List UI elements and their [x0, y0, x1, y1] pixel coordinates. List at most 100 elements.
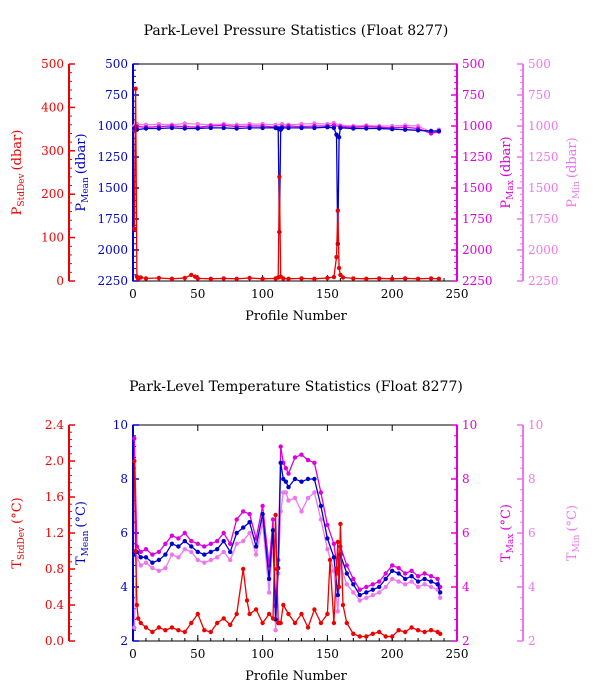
temperature-min-data-point	[150, 565, 155, 571]
temperature-max-data-point	[143, 547, 149, 552]
temperature-mean-data-point	[370, 587, 375, 592]
pressure-mean-tick-label: 1250	[97, 150, 128, 164]
temperature-sd-data-point	[438, 631, 443, 636]
temperature-sd-data-point	[163, 628, 168, 633]
temperature-sd-tick-label: 2.0	[45, 454, 64, 468]
temperature-min-data-point	[364, 595, 369, 600]
temperature-min-data-point	[428, 584, 434, 590]
temperature-max-data-point	[415, 574, 421, 579]
pressure-sd-data-point	[156, 275, 162, 281]
temperature-mean-data-point	[318, 503, 324, 509]
temperature-max-data-point	[364, 584, 369, 590]
temperature-min-data-point	[325, 547, 330, 552]
pressure-sd-data-point	[247, 275, 252, 281]
temperature-sd-data-point	[150, 629, 155, 635]
pressure-max-tick-label: 1750	[462, 212, 493, 226]
temperature-mean-data-point	[202, 552, 207, 557]
temperature-sd-data-point	[156, 625, 162, 630]
temperature-min-data-point	[396, 579, 401, 584]
pressure-mean-tick-label: 1750	[97, 212, 128, 226]
temperature-sd-data-point	[169, 625, 175, 630]
temperature-max-tick-label: 6	[462, 526, 470, 540]
pressure-min-axis-label: PMin (dbar)	[565, 137, 582, 207]
temperature-mean-data-point	[278, 460, 283, 465]
temperature-mean-data-point	[396, 571, 401, 576]
temperature-sd-data-point	[338, 521, 343, 527]
pressure-sd-tick-label: 0	[56, 274, 64, 288]
temperature-sd-data-point	[292, 620, 298, 626]
temperature-max-data-point	[390, 563, 395, 568]
temperature-sd-data-point	[195, 611, 200, 617]
temperature-panel: Park-Level Temperature Statistics (Float…	[10, 379, 582, 684]
temperature-min-data-point	[138, 563, 143, 568]
pressure-mean-data-point	[208, 125, 213, 131]
pressure-min-tick-label: 1500	[528, 181, 559, 195]
temperature-mean-data-point	[253, 544, 259, 549]
pressure-min-tick-label: 2250	[528, 274, 559, 288]
pressure-sd-data-point	[334, 254, 339, 260]
temperature-sd-data-point	[138, 620, 143, 626]
temperature-max-data-point	[215, 538, 220, 544]
temperature-sd-data-point	[305, 625, 311, 630]
pressure-mean-data-point	[260, 125, 265, 131]
pressure-x-tick-label: 100	[251, 287, 274, 301]
temperature-min-data-point	[422, 582, 427, 587]
temperature-sd-data-point	[270, 616, 276, 621]
temperature-sd-data-point	[281, 602, 286, 608]
temperature-mean-tick-label: 6	[120, 526, 128, 540]
temperature-max-axis-label-main: T	[499, 553, 514, 562]
pressure-x-tick-label: 250	[446, 287, 469, 301]
pressure-mean-data-point	[331, 125, 337, 131]
temperature-mean-data-point	[270, 528, 276, 533]
temperature-sd-tick-label: 0.0	[45, 634, 64, 648]
pressure-sd-data-point	[335, 208, 340, 213]
temperature-mean-data-point	[383, 576, 388, 582]
temperature-sd-data-point	[331, 620, 337, 626]
temperature-sd-data-point	[189, 620, 194, 626]
pressure-mean-data-point	[415, 128, 421, 133]
temperature-sd-data-point	[336, 584, 342, 590]
temperature-min-data-point	[305, 495, 311, 501]
temperature-sd-data-point	[415, 628, 421, 633]
pressure-sd-data-point	[281, 276, 286, 281]
temperature-max-data-point	[331, 541, 337, 546]
pressure-mean-data-point	[182, 126, 187, 131]
temperature-sd-axis-label-unit: (°C)	[10, 497, 25, 524]
temperature-max-data-point	[435, 576, 440, 582]
pressure-max-axis-label-unit: (dbar)	[499, 136, 514, 177]
temperature-max-tick-label: 8	[462, 472, 470, 486]
temperature-sd-data-point	[422, 629, 427, 635]
temperature-min-data-point	[169, 552, 175, 557]
temperature-min-data-point	[351, 590, 356, 595]
temperature-max-data-point	[182, 530, 187, 536]
temperature-sd-axis-label-main: T	[10, 560, 25, 569]
pressure-mean-data-point	[390, 126, 395, 132]
temperature-x-tick-label: 0	[129, 647, 137, 661]
temperature-mean-data-point	[415, 579, 421, 584]
temperature-min-data-point	[292, 495, 298, 501]
temperature-sd-data-point	[208, 629, 213, 635]
temperature-max-data-point	[156, 549, 162, 555]
temperature-max-data-point	[409, 568, 414, 573]
temperature-min-data-point	[438, 595, 443, 600]
temperature-min-data-point	[182, 547, 187, 552]
temperature-max-data-point	[247, 511, 252, 517]
temperature-mean-data-point	[438, 590, 443, 595]
temperature-max-data-point	[383, 571, 388, 576]
temperature-min-data-point	[383, 584, 388, 590]
temperature-min-data-point	[241, 538, 246, 544]
temperature-max-data-point	[396, 565, 401, 571]
temperature-mean-axis-label-unit: (°C)	[74, 501, 89, 528]
pressure-min-axis-label-sub: Min	[572, 181, 582, 199]
temperature-sd-data-point	[241, 566, 246, 572]
pressure-x-axis-label: Profile Number	[245, 309, 348, 324]
temperature-mean-data-point	[435, 582, 440, 587]
pressure-sd-data-point	[260, 276, 265, 281]
pressure-mean-data-point	[338, 125, 343, 131]
pressure-mean-data-point	[436, 128, 442, 134]
temperature-max-data-point	[208, 541, 213, 546]
temperature-min-data-point	[143, 560, 149, 565]
temperature-min-data-point	[335, 609, 340, 614]
temperature-max-data-point	[150, 552, 155, 557]
pressure-min-tick-label: 2000	[528, 243, 559, 257]
